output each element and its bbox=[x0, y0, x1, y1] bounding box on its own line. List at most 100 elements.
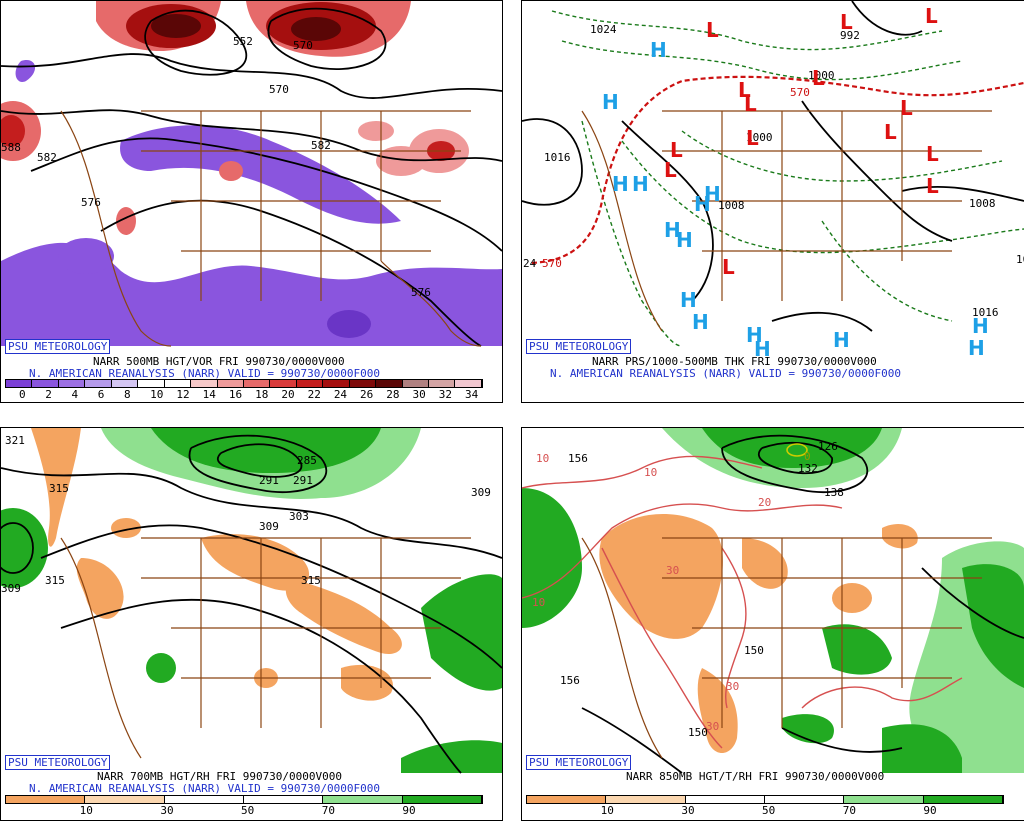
colorbar-tick-label: 20 bbox=[281, 388, 295, 401]
colorbar-swatch bbox=[270, 380, 297, 387]
caption-title: NARR PRS/1000-500MB THK FRI 990730/0000V… bbox=[592, 355, 877, 368]
svg-text:L: L bbox=[664, 158, 677, 182]
svg-text:H: H bbox=[746, 323, 763, 347]
svg-text:L: L bbox=[812, 66, 825, 90]
isobars bbox=[522, 1, 1024, 332]
svg-text:L: L bbox=[926, 174, 939, 198]
svg-text:576: 576 bbox=[81, 196, 101, 209]
svg-text:309: 309 bbox=[259, 520, 279, 533]
svg-text:992: 992 bbox=[840, 29, 860, 42]
caption-title: NARR 850MB HGT/T/RH FRI 990730/0000V000 bbox=[626, 770, 885, 783]
svg-text:291: 291 bbox=[293, 474, 313, 487]
temperature-contours bbox=[522, 455, 963, 749]
svg-text:L: L bbox=[738, 78, 751, 102]
coastlines bbox=[581, 537, 992, 759]
svg-text:H: H bbox=[680, 288, 697, 312]
svg-text:30: 30 bbox=[726, 680, 739, 693]
psu-meteorology-brand: PSU METEOROLOGY bbox=[5, 339, 111, 354]
colorbar-swatch bbox=[764, 796, 845, 803]
svg-text:582: 582 bbox=[311, 139, 331, 152]
colorbar-swatch bbox=[402, 380, 429, 387]
colorbar-swatch bbox=[6, 380, 33, 387]
svg-text:315: 315 bbox=[49, 482, 69, 495]
colorbar bbox=[5, 795, 483, 804]
colorbar-tick-label: 28 bbox=[386, 388, 400, 401]
psu-meteorology-brand: PSU METEOROLOGY bbox=[526, 339, 632, 354]
colorbar-swatch bbox=[685, 796, 765, 803]
svg-text:L: L bbox=[840, 10, 853, 34]
colorbar-swatch bbox=[402, 796, 482, 803]
svg-text:1008: 1008 bbox=[969, 197, 996, 210]
svg-text:H: H bbox=[692, 310, 709, 334]
svg-text:H: H bbox=[968, 336, 985, 360]
panel-pressure-thickness: 1024 1016 1008 1000 1008 1000 1016 1016 … bbox=[521, 0, 1024, 403]
panel-500mb-vorticity: 552 570 570 582 582 588 576 576 PSU METE… bbox=[0, 0, 503, 403]
colorbar-tick-label: 16 bbox=[228, 388, 243, 401]
svg-text:20: 20 bbox=[758, 496, 771, 509]
svg-text:L: L bbox=[926, 142, 939, 166]
svg-text:1000: 1000 bbox=[808, 69, 835, 82]
colorbar-tick-label: 4 bbox=[71, 388, 79, 401]
colorbar-swatch bbox=[217, 380, 244, 387]
svg-text:L: L bbox=[746, 126, 759, 150]
colorbar-swatch bbox=[455, 380, 482, 387]
colorbar-swatch bbox=[111, 380, 139, 387]
svg-text:H: H bbox=[704, 182, 721, 206]
svg-text:H: H bbox=[664, 218, 681, 242]
svg-text:285: 285 bbox=[297, 454, 317, 467]
contour-labels: 321 315 315 309 285 291 291 309 303 315 … bbox=[1, 434, 491, 595]
svg-text:126: 126 bbox=[818, 440, 838, 453]
colorbar-swatch bbox=[243, 796, 324, 803]
svg-text:315: 315 bbox=[301, 574, 321, 587]
colorbar-swatch bbox=[164, 796, 244, 803]
colorbar-swatch bbox=[191, 380, 218, 387]
colorbar-tick-label: 30 bbox=[681, 804, 695, 817]
contour-labels: 552 570 570 582 582 588 576 576 bbox=[1, 35, 431, 299]
svg-text:321: 321 bbox=[5, 434, 25, 447]
svg-text:24: 24 bbox=[523, 257, 537, 270]
colorbar-ticks: 10 30 50 70 90 bbox=[526, 804, 1002, 817]
svg-text:10: 10 bbox=[532, 596, 545, 609]
colorbar-swatch bbox=[32, 380, 59, 387]
colorbar-tick-label: 18 bbox=[255, 388, 269, 401]
colorbar-tick-label: 10 bbox=[79, 804, 93, 817]
svg-text:1000: 1000 bbox=[746, 131, 773, 144]
svg-text:L: L bbox=[670, 138, 683, 162]
colorbar-tick-label: 2 bbox=[45, 388, 52, 401]
colorbar-tick-label: 6 bbox=[97, 388, 105, 401]
svg-text:L: L bbox=[900, 96, 913, 120]
colorbar-tick-label: 30 bbox=[160, 804, 174, 817]
height-contours bbox=[1, 7, 502, 347]
colorbar-tick-label: 22 bbox=[307, 388, 321, 401]
svg-text:156: 156 bbox=[568, 452, 588, 465]
low-rh-shading bbox=[599, 514, 918, 753]
svg-text:L: L bbox=[884, 120, 897, 144]
colorbar-tick-label: 8 bbox=[123, 388, 131, 401]
high-rh-shading bbox=[1, 428, 502, 773]
svg-text:291: 291 bbox=[259, 474, 279, 487]
svg-text:H: H bbox=[602, 90, 619, 114]
svg-text:552: 552 bbox=[233, 35, 253, 48]
svg-text:30: 30 bbox=[706, 720, 719, 733]
colorbar-tick-label: 10 bbox=[600, 804, 614, 817]
svg-text:156: 156 bbox=[560, 674, 580, 687]
svg-text:1024: 1024 bbox=[590, 23, 617, 36]
colorbar-swatch bbox=[606, 796, 686, 803]
colorbar-swatch bbox=[527, 796, 607, 803]
colorbar-swatch bbox=[376, 380, 403, 387]
svg-text:588: 588 bbox=[1, 141, 21, 154]
colorbar-swatch bbox=[923, 796, 1003, 803]
svg-text:582: 582 bbox=[37, 151, 57, 164]
svg-text:303: 303 bbox=[289, 510, 309, 523]
caption-valid: N. AMERICAN REANALYSIS (NARR) VALID = 99… bbox=[29, 782, 380, 795]
colorbar-ticks: 10 30 50 70 90 bbox=[5, 804, 481, 817]
high-rh-shading bbox=[522, 428, 1024, 773]
colorbar-swatch bbox=[429, 380, 456, 387]
colorbar-tick-label: 32 bbox=[438, 388, 452, 401]
svg-text:309: 309 bbox=[1, 582, 21, 595]
svg-text:576: 576 bbox=[411, 286, 431, 299]
colorbar-swatch bbox=[138, 380, 165, 387]
svg-text:H: H bbox=[612, 172, 629, 196]
caption-title: NARR 700MB HGT/RH FRI 990730/0000V000 bbox=[97, 770, 343, 783]
low-pressure-markers: L L L L L L L L L L L L L L bbox=[664, 4, 939, 279]
